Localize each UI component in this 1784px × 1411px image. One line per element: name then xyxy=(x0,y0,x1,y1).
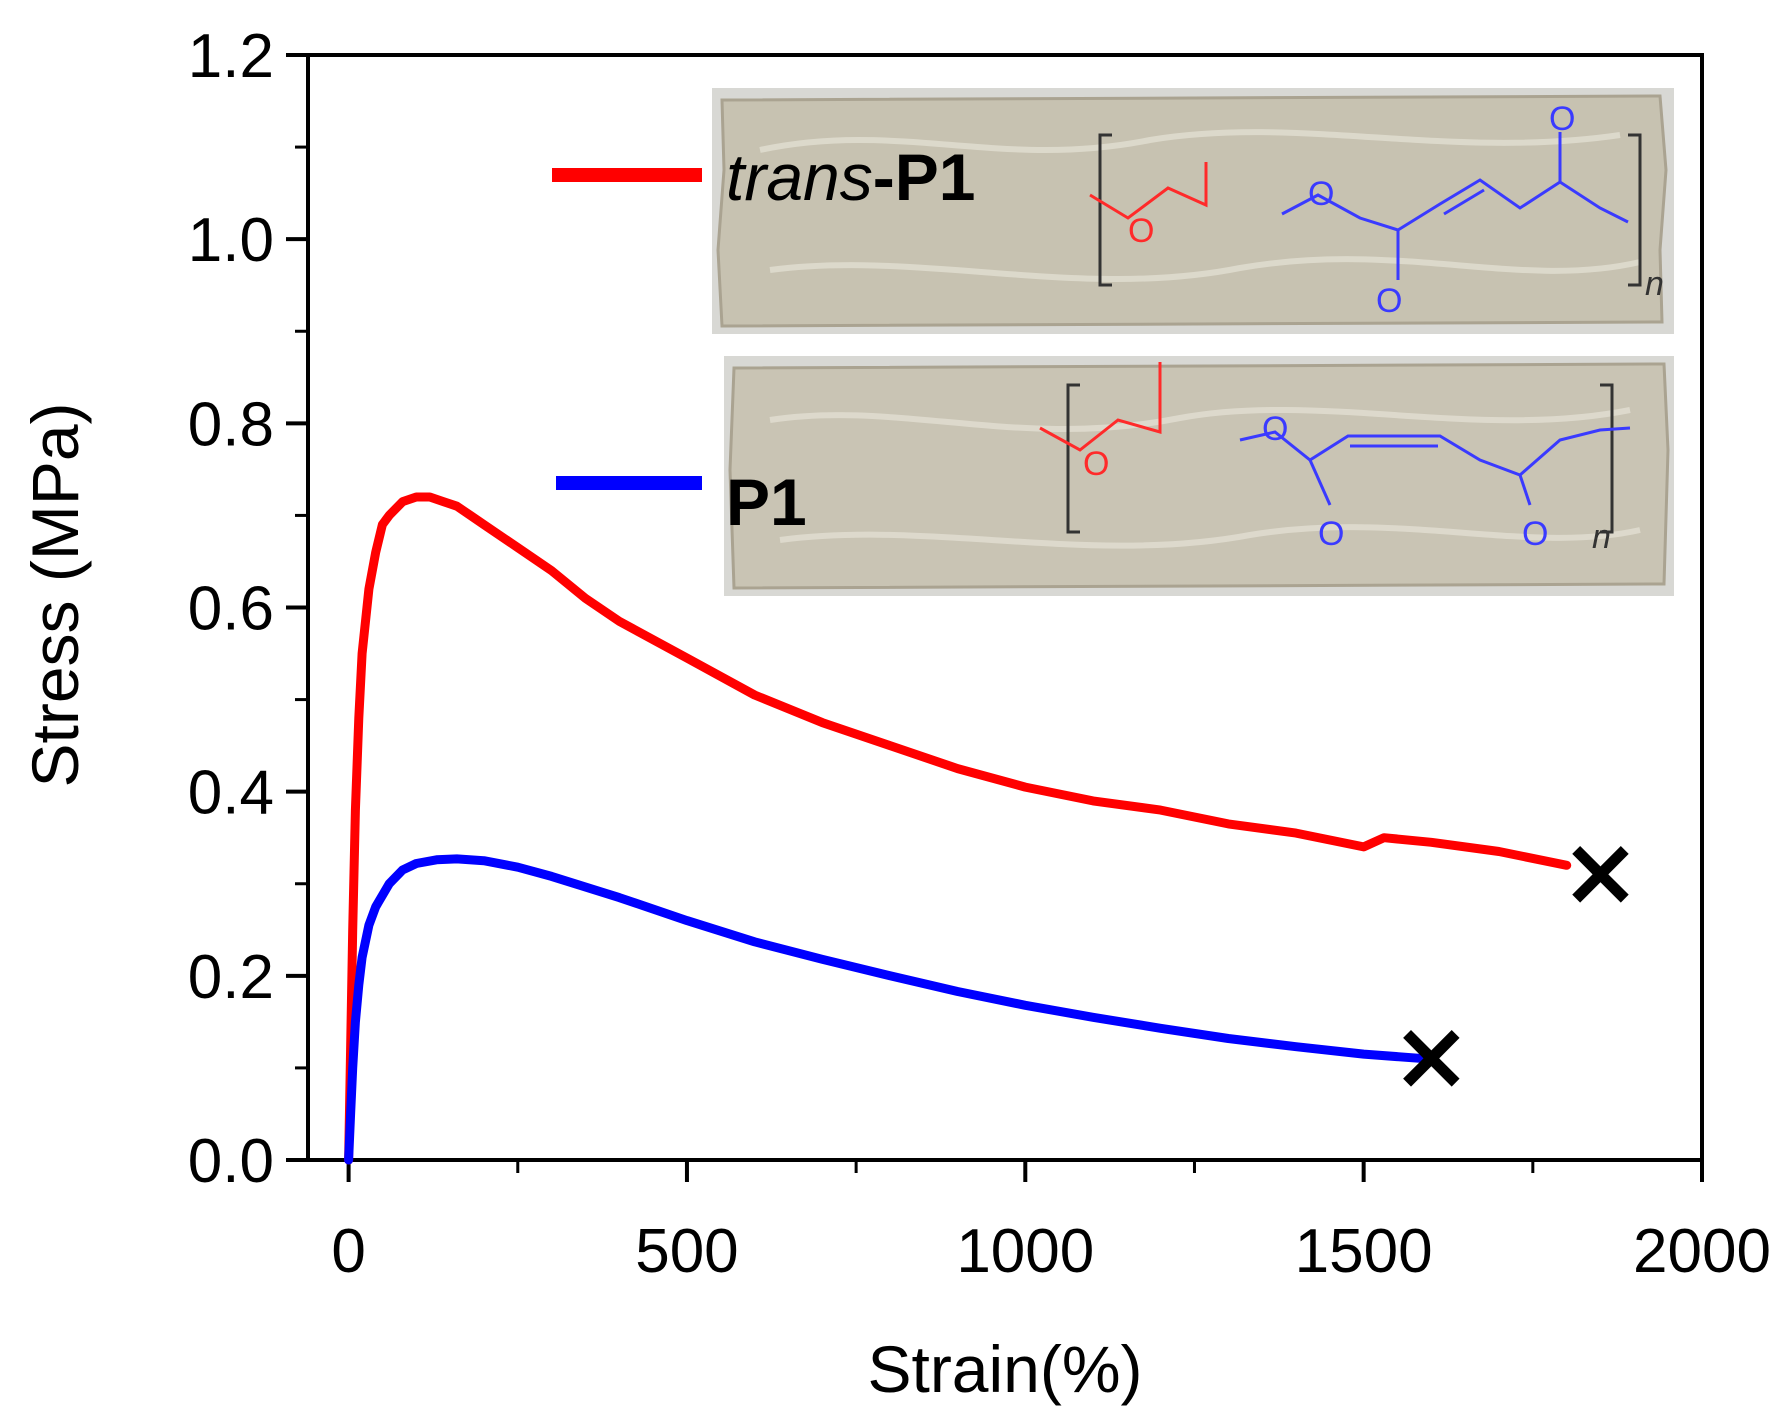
atom-o-blue-1b: O xyxy=(1376,282,1402,320)
inset-p1-film xyxy=(728,362,1670,590)
break-marker-trans-p1: × xyxy=(1560,816,1640,928)
atom-o-blue-2a: O xyxy=(1262,410,1288,448)
x-tick-label-500: 500 xyxy=(635,1217,738,1286)
y-tick-label-0.6: 0.6 xyxy=(188,575,274,644)
y-tick-label-1.2: 1.2 xyxy=(188,22,274,91)
x-tick-label-1500: 1500 xyxy=(1295,1217,1433,1286)
y-tick-label-0.2: 0.2 xyxy=(188,943,274,1012)
chain-red-1 xyxy=(1089,162,1208,220)
x-tick-label-1000: 1000 xyxy=(956,1217,1094,1286)
bracket-left-2 xyxy=(1066,383,1080,534)
bracket-right-2 xyxy=(1600,383,1614,534)
x-axis-title: Strain(%) xyxy=(867,1332,1142,1406)
atom-o-blue-1a: O xyxy=(1308,175,1334,213)
x-ticks: 0 500 1000 1500 2000 xyxy=(331,1160,1771,1286)
x-tick-label-0: 0 xyxy=(331,1217,365,1286)
y-axis-title: Stress (MPa) xyxy=(18,402,92,787)
inset-trans-p1-texture xyxy=(759,129,1641,282)
atom-o-blue-1c: O xyxy=(1549,100,1575,138)
carbonyl-2b xyxy=(1518,474,1532,506)
break-markers: ×× xyxy=(1391,816,1641,1112)
atom-o-blue-2b: O xyxy=(1318,515,1344,553)
series-line-trans-p1 xyxy=(344,492,1572,1165)
repeat-n-1: n xyxy=(1645,265,1664,303)
inset-p1: n O O O O xyxy=(724,356,1674,596)
legend-label-trans-p1-italic: trans xyxy=(726,140,873,214)
legend-label-trans-p1-bold: -P1 xyxy=(873,140,976,214)
y-tick-label-0.8: 0.8 xyxy=(188,390,274,459)
y-tick-label-0.4: 0.4 xyxy=(188,759,274,828)
y-tick-label-1: 1.0 xyxy=(188,206,274,275)
chain-blue-2 xyxy=(1239,426,1631,477)
break-marker-p1: × xyxy=(1391,1000,1471,1112)
y-tick-label-0: 0.0 xyxy=(188,1127,274,1196)
p1-structure: n O O O O xyxy=(1039,362,1631,556)
bracket-right-1 xyxy=(1628,133,1642,287)
atom-o-red-1: O xyxy=(1128,212,1154,250)
inset-p1-texture xyxy=(769,406,1641,549)
legend: trans-P1 P1 xyxy=(552,140,975,539)
legend-label-p1: P1 xyxy=(726,465,807,539)
legend-label-trans-p1: trans-P1 xyxy=(726,140,975,214)
carbonyl-2a xyxy=(1308,459,1332,506)
series-line-p1 xyxy=(344,854,1430,1165)
trans-p1-structure: n O O O O xyxy=(1089,100,1664,320)
repeat-n-2: n xyxy=(1592,518,1611,556)
x-tick-label-2000: 2000 xyxy=(1633,1217,1771,1286)
series-lines xyxy=(344,492,1572,1165)
bracket-left-1 xyxy=(1098,133,1112,287)
inset-trans-p1: n O O O O xyxy=(712,88,1674,334)
y-ticks: 0.0 0.2 0.4 0.6 0.8 1.0 1.2 xyxy=(188,22,308,1196)
chain-blue-1 xyxy=(1281,178,1629,232)
chain-red-2 xyxy=(1039,362,1162,452)
atom-o-red-2: O xyxy=(1083,445,1109,483)
atom-o-blue-2c: O xyxy=(1522,515,1548,553)
double-bond-blue-1 xyxy=(1443,188,1485,216)
